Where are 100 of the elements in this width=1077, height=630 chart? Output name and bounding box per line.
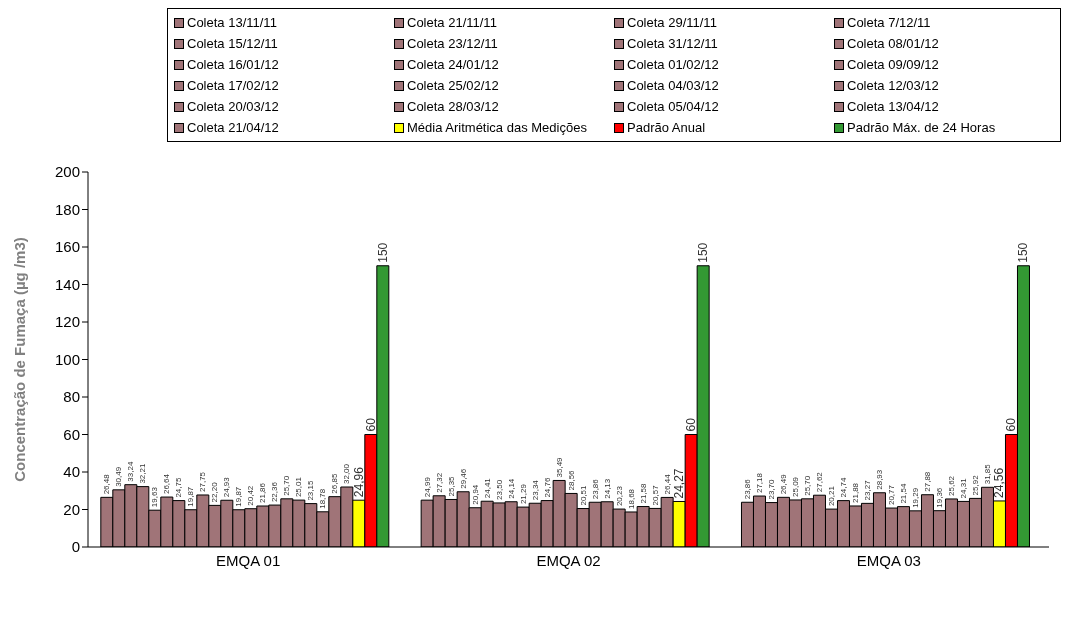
data-label: 28,56: [566, 469, 576, 491]
data-label: 26,44: [662, 473, 672, 495]
data-label: 33,24: [126, 461, 136, 482]
legend-label: Coleta 20/03/12: [187, 99, 279, 114]
y-tick-label: 0: [71, 538, 80, 556]
legend-label: Coleta 17/02/12: [187, 78, 279, 93]
data-label: 22,20: [210, 481, 220, 503]
data-label: 32,00: [342, 463, 352, 484]
legend-label: Coleta 13/04/12: [847, 99, 939, 114]
legend-label: Coleta 21/11/11: [407, 15, 497, 30]
data-label: 24,76: [542, 477, 552, 498]
data-label: 21,86: [258, 482, 268, 504]
data-label: 24,14: [506, 478, 516, 499]
x-tick-label: EMQA 03: [856, 551, 921, 569]
legend-label: Coleta 28/03/12: [407, 99, 499, 114]
legend-label: Coleta 23/12/11: [407, 36, 498, 51]
legend-label: Média Aritmética das Medições: [407, 120, 587, 135]
data-label: 26,64: [162, 473, 172, 495]
legend-label: Coleta 05/04/12: [627, 99, 719, 114]
data-label: 24,56: [992, 467, 1007, 498]
data-label: 25,09: [790, 476, 800, 497]
legend-label: Coleta 31/12/11: [627, 36, 718, 51]
data-label: 23,27: [862, 479, 872, 501]
data-label: 24,41: [482, 477, 492, 499]
y-tick-label: 40: [63, 463, 80, 481]
legend-label: Coleta 13/11/11: [187, 15, 277, 30]
data-label: 26,85: [330, 473, 340, 494]
data-label: 29,46: [458, 468, 468, 489]
legend-label: Coleta 21/04/12: [187, 120, 279, 135]
legend-label: Coleta 29/11/11: [627, 15, 717, 30]
data-label: 19,29: [910, 487, 920, 508]
y-tick-label: 120: [54, 313, 80, 331]
data-label: 20,51: [578, 484, 588, 506]
y-tick-label: 60: [63, 425, 80, 443]
legend-label: Coleta 15/12/11: [187, 36, 278, 51]
data-label: 23,15: [306, 480, 316, 501]
data-label: 23,50: [494, 479, 504, 500]
legend-label: Coleta 12/03/12: [847, 78, 939, 93]
data-label: 27,18: [754, 472, 764, 494]
data-label: 18,78: [318, 488, 328, 509]
data-label: 21,29: [518, 483, 528, 505]
legend-label: Coleta 04/03/12: [627, 78, 719, 93]
data-label: 24,96: [351, 466, 366, 498]
data-label: 21,58: [638, 482, 648, 504]
data-label: 31,85: [982, 463, 992, 485]
y-tick-label: 180: [54, 200, 80, 218]
data-label: 60: [684, 417, 699, 432]
data-label: 25,70: [282, 475, 292, 496]
legend-label: Coleta 7/12/11: [847, 15, 931, 30]
data-label: 18,68: [626, 488, 636, 509]
data-label: 32,21: [138, 463, 148, 484]
data-label: 25,35: [446, 475, 456, 497]
data-label: 27,32: [434, 472, 444, 493]
data-label: 23,34: [530, 479, 540, 501]
data-label: 35,49: [554, 456, 564, 478]
y-tick-label: 200: [54, 163, 80, 181]
data-label: 150: [375, 242, 390, 263]
data-label: 20,94: [470, 484, 480, 505]
data-label: 150: [1016, 242, 1031, 263]
legend-label: Coleta 08/01/12: [847, 36, 939, 51]
data-label: 24,27: [672, 468, 687, 499]
data-label: 25,92: [970, 474, 980, 496]
legend-label: Coleta 01/02/12: [627, 57, 719, 72]
data-label: 19,36: [934, 487, 944, 508]
x-tick-label: EMQA 02: [536, 551, 601, 569]
data-label: 30,49: [114, 466, 124, 487]
data-label: 20,21: [826, 485, 836, 507]
legend-label: Coleta 25/02/12: [407, 78, 499, 93]
legend-label: Coleta 16/01/12: [187, 57, 279, 72]
data-label: 25,01: [294, 476, 304, 498]
data-label: 27,88: [922, 471, 932, 492]
x-tick-label: EMQA 01: [216, 551, 281, 569]
legend-label: Padrão Anual: [627, 120, 706, 135]
data-label: 19,87: [186, 486, 196, 507]
data-label: 23,86: [590, 478, 600, 500]
y-tick-label: 80: [63, 388, 80, 406]
data-label: 24,99: [422, 476, 432, 498]
data-label: 23,70: [766, 478, 776, 500]
data-label: 24,31: [958, 477, 968, 499]
data-label: 27,75: [198, 471, 208, 492]
data-label: 22,36: [270, 481, 280, 503]
data-label: 20,42: [246, 485, 256, 506]
data-label: 24,93: [222, 476, 232, 498]
data-label: 20,23: [614, 485, 624, 507]
y-tick-label: 20: [63, 500, 80, 518]
data-label: 23,86: [742, 478, 752, 500]
data-label: 20,77: [886, 484, 896, 506]
data-label: 24,13: [602, 478, 612, 499]
legend-label: Padrão Máx. de 24 Horas: [847, 120, 996, 135]
data-label: 60: [363, 417, 378, 432]
data-label: 26,49: [778, 473, 788, 495]
data-label: 21,54: [898, 483, 908, 504]
data-label: 19,63: [150, 486, 160, 508]
data-label: 24,74: [838, 477, 848, 498]
data-label: 150: [696, 242, 711, 263]
legend-label: Coleta 09/09/12: [847, 57, 939, 72]
data-label: 20,57: [650, 484, 660, 506]
y-tick-label: 140: [54, 275, 80, 293]
data-label: 60: [1004, 417, 1019, 432]
y-axis-title: Concentração de Fumaça (µg /m3): [11, 237, 29, 482]
